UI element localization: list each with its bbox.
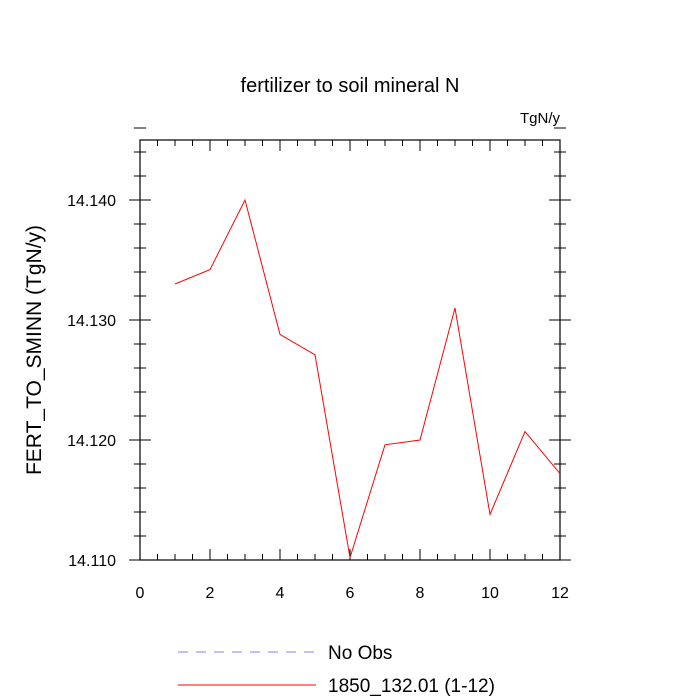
y-tick-label: 14.120 xyxy=(67,433,116,450)
y-tick-label: 14.110 xyxy=(68,553,116,570)
x-tick-label: 10 xyxy=(481,585,499,602)
legend-label: 1850_132.01 (1-12) xyxy=(328,676,495,697)
x-tick-label: 4 xyxy=(276,585,285,602)
legend-label: No Obs xyxy=(328,643,392,664)
x-tick-label: 6 xyxy=(346,585,355,602)
x-tick-label: 12 xyxy=(551,585,569,602)
x-tick-label: 2 xyxy=(206,585,215,602)
y-tick-label: 14.140 xyxy=(67,193,116,210)
y-tick-label: 14.130 xyxy=(67,313,116,330)
x-tick-label: 8 xyxy=(416,585,425,602)
y-axis-label: FERT_TO_SMINN (TgN/y) xyxy=(23,225,46,475)
chart-title: fertilizer to soil mineral N xyxy=(241,75,460,97)
x-tick-label: 0 xyxy=(136,585,145,602)
units-label: TgN/y xyxy=(520,110,561,127)
series-line-1 xyxy=(174,198,561,558)
